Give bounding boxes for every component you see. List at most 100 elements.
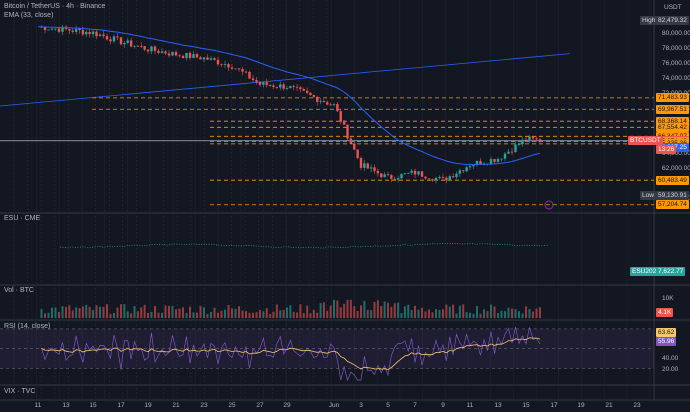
volume-bar-133 [493,306,496,318]
level-tag-10: 57,204.74 [656,200,689,210]
volume-bar-101 [383,301,386,318]
volume-bar-60 [245,311,247,318]
volume-bar-92 [353,306,356,318]
volume-bar-103 [390,306,393,318]
volume-bar-70 [279,310,282,318]
candle-body-9 [68,29,71,31]
date-label-6: 23 [200,402,208,409]
volume-bar-80 [312,309,315,318]
candle-body-75 [295,86,299,88]
volume-bar-94 [360,305,362,318]
volume-bar-75 [296,312,299,318]
candle-body-7 [61,26,64,32]
candle-body-96 [366,163,369,169]
volume-bar-81 [316,312,319,318]
candle-body-44 [188,52,192,59]
candle-body-51 [213,58,216,60]
volume-bar-69 [275,304,278,318]
candle-body-64 [258,82,262,85]
candle-body-5 [54,28,57,30]
volume-bar-31 [143,304,146,318]
volume-bar-109 [410,309,413,318]
candle-body-52 [216,59,220,65]
candle-body-76 [299,87,302,90]
es-tag-value: 7,622.77 [656,267,686,276]
volume-bar-8 [65,306,67,318]
candle-body-124 [462,170,465,172]
rsi-tick-40: 40.00 [662,355,679,362]
candle-body-108 [407,172,410,174]
candle-body-56 [230,67,234,69]
volume-bar-1 [40,309,43,318]
candle-body-22 [112,36,116,42]
volume-bar-107 [403,306,406,318]
volume-bar-110 [414,305,416,318]
vix-pane-title[interactable]: VIX · TVC [4,388,36,395]
volume-bar-15 [88,306,91,318]
es-pane-title[interactable]: ESU · CME [4,215,41,222]
candle-body-83 [322,101,326,103]
volume-bar-47 [199,305,202,318]
volume-bar-20 [106,304,108,318]
candle-body-122 [455,173,458,178]
date-label-19: 19 [577,402,585,409]
candle-body-141 [521,139,524,145]
volume-bar-121 [452,304,455,318]
candle-body-134 [496,159,500,162]
volume-bar-36 [161,312,163,318]
volume-bar-3 [47,312,50,318]
candle-body-69 [275,87,279,88]
candle-body-47 [199,57,202,60]
volume-bar-146 [539,307,541,318]
candle-body-21 [109,39,112,42]
volume-bar-78 [306,305,309,318]
candle-body-82 [319,101,322,102]
volume-bar-118 [442,309,444,318]
ema-legend[interactable]: EMA (33, close) [4,12,54,19]
candle-body-79 [309,92,312,95]
candle-body-70 [279,84,282,88]
date-label-14: 9 [441,402,445,409]
volume-bar-27 [130,313,133,318]
volume-bar-55 [227,304,230,318]
volume-bar-32 [147,313,149,318]
candle-body-27 [129,40,133,47]
candle-body-34 [153,46,157,51]
candle-body-20 [105,36,109,40]
candle-body-50 [209,58,213,60]
volume-bar-134 [497,313,499,318]
candle-body-73 [289,86,292,89]
volume-bar-21 [109,313,112,318]
volume-pane-title[interactable]: Vol · BTC [4,287,34,294]
candle-body-115 [431,179,434,181]
volume-bar-127 [472,313,475,318]
symbol-title[interactable]: Bitcoin / TetherUS · 4h · Binance [4,3,106,10]
candle-body-91 [349,138,353,144]
candle-body-71 [282,84,285,89]
candle-body-138 [510,151,514,153]
currency-label[interactable]: USDT [664,4,682,11]
candle-body-33 [150,46,153,52]
candle-body-111 [417,171,420,175]
candle-body-90 [346,124,349,139]
candle-body-146 [538,139,542,141]
candle-body-14 [85,31,88,35]
candle-body-98 [373,167,376,171]
volume-bar-18 [99,306,101,318]
volume-bar-138 [511,308,513,318]
volume-bar-51 [213,307,216,318]
volume-bar-102 [387,302,389,318]
volume-bar-111 [417,309,420,318]
candle-body-136 [503,153,507,159]
volume-bar-123 [458,305,461,318]
rsi-pane-title[interactable]: RSI (14, close) [4,323,51,330]
date-label-5: 21 [172,402,180,409]
candle-body-94 [359,158,363,168]
rsi-tick-20: 20.00 [662,366,679,373]
volume-bar-41 [178,308,181,318]
volume-bar-129 [479,313,482,318]
volume-bar-9 [68,305,71,318]
candle-body-48 [202,57,206,60]
level-tag-2: 68,368.14 [656,116,689,126]
